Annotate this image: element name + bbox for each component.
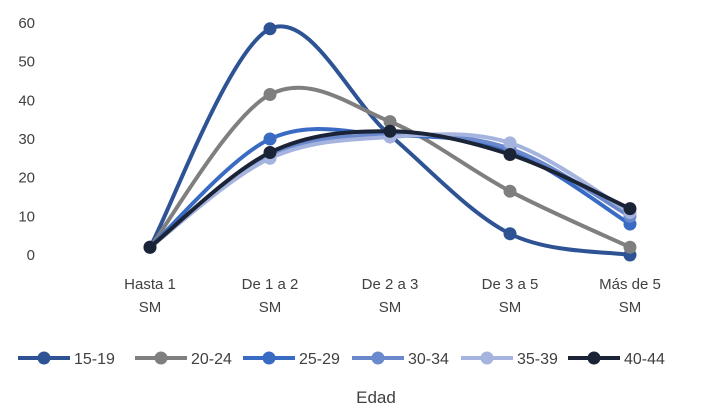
series-40-44 (143, 124, 637, 254)
data-point (503, 136, 517, 150)
x-tick-label: Hasta 1 SM (124, 276, 176, 316)
data-point (623, 202, 637, 216)
data-point (263, 22, 277, 36)
y-tick-label: 0 (27, 247, 35, 264)
series-line (148, 132, 632, 250)
y-tick-label: 40 (18, 92, 35, 109)
legend-marker (371, 351, 385, 365)
data-point (383, 115, 397, 129)
y-tick-label: 10 (18, 208, 35, 225)
y-tick-label: 30 (18, 131, 35, 148)
legend-label: 30-34 (408, 351, 449, 368)
series-group (143, 22, 637, 262)
legend-label: 15-19 (74, 351, 115, 368)
legend-item-15-19[interactable]: 15-19 (18, 351, 115, 368)
data-point (263, 146, 277, 160)
legend-item-35-39[interactable]: 35-39 (461, 351, 558, 368)
legend-item-40-44[interactable]: 40-44 (568, 351, 665, 368)
legend-label: 20-24 (191, 351, 232, 368)
data-point (383, 124, 397, 138)
y-axis: 0 10 20 30 40 50 60 (18, 15, 35, 264)
data-point (503, 227, 517, 241)
legend-item-30-34[interactable]: 30-34 (352, 351, 449, 368)
data-point (263, 132, 277, 146)
legend-label: 40-44 (624, 351, 665, 368)
x-tick-label: De 3 a 5 SM (482, 276, 539, 316)
y-tick-label: 60 (18, 15, 35, 32)
data-point (503, 184, 517, 198)
legend-item-20-24[interactable]: 20-24 (135, 351, 232, 368)
x-tick-label: De 2 a 3 SM (362, 276, 419, 316)
y-tick-label: 20 (18, 170, 35, 187)
x-tick-label: De 1 a 2 SM (242, 276, 299, 316)
data-point (503, 147, 517, 161)
legend-marker (480, 351, 494, 365)
legend-marker (37, 351, 51, 365)
x-axis: Hasta 1 SM De 1 a 2 SM De 2 a 3 SM De 3 a 5 SM M… (124, 276, 661, 316)
legend-label: 35-39 (517, 351, 558, 368)
legend[interactable]: 15-19 20-24 25-29 30-34 35-39 40-44 (18, 351, 665, 368)
legend-item-25-29[interactable]: 25-29 (243, 351, 340, 368)
legend-label: 25-29 (299, 351, 340, 368)
x-tick-label: Más de 5 SM (599, 276, 661, 316)
data-point (623, 240, 637, 254)
data-point (263, 88, 277, 102)
legend-marker (262, 351, 276, 365)
x-axis-title: Edad (356, 388, 396, 406)
y-tick-label: 50 (18, 54, 35, 71)
legend-marker (154, 351, 168, 365)
data-point (143, 240, 157, 254)
legend-marker (587, 351, 601, 365)
